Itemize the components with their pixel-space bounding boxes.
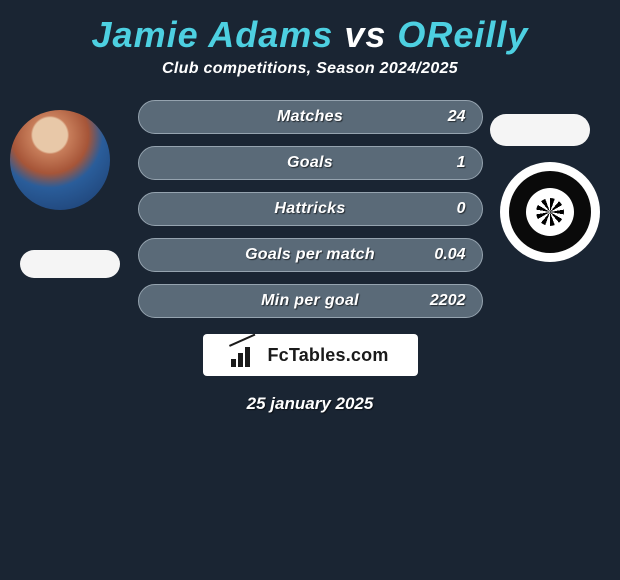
stat-value: 0 [457, 200, 466, 218]
comparison-title: Jamie Adams vs OReilly [0, 0, 620, 60]
stat-row-hattricks: Hattricks 0 [138, 192, 483, 226]
versus-label: vs [344, 14, 386, 55]
main-content: Matches 24 Goals 1 Hattricks 0 Goals per… [0, 100, 620, 414]
player2-name: OReilly [397, 14, 528, 55]
stat-value: 1 [457, 154, 466, 172]
player1-name: Jamie Adams [92, 14, 334, 55]
player2-club-logo [490, 114, 590, 146]
stat-value: 24 [448, 108, 466, 126]
season-subtitle: Club competitions, Season 2024/2025 [0, 60, 620, 100]
stat-label: Goals per match [245, 246, 375, 264]
crest-ring [509, 171, 591, 253]
bar-chart-icon [231, 343, 259, 367]
player2-crest [500, 162, 600, 262]
stat-row-min-per-goal: Min per goal 2202 [138, 284, 483, 318]
player1-club-logo [20, 250, 120, 278]
crest-center-icon [526, 188, 574, 236]
stat-label: Matches [277, 108, 343, 126]
snapshot-date: 25 january 2025 [0, 394, 620, 414]
stat-row-matches: Matches 24 [138, 100, 483, 134]
stat-label: Min per goal [261, 292, 359, 310]
stat-value: 2202 [430, 292, 466, 310]
player1-photo [10, 110, 110, 210]
stat-row-goals-per-match: Goals per match 0.04 [138, 238, 483, 272]
stats-table: Matches 24 Goals 1 Hattricks 0 Goals per… [138, 100, 483, 318]
stat-label: Goals [287, 154, 333, 172]
stat-row-goals: Goals 1 [138, 146, 483, 180]
branding-text: FcTables.com [267, 345, 388, 366]
branding-badge: FcTables.com [203, 334, 418, 376]
stat-value: 0.04 [434, 246, 465, 264]
stat-label: Hattricks [274, 200, 345, 218]
